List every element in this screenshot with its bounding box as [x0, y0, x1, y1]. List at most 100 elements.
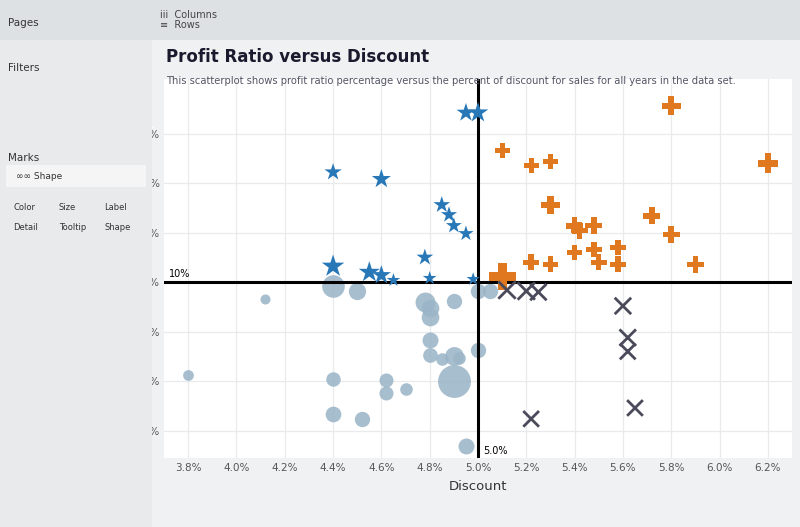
- Text: Label: Label: [104, 203, 127, 212]
- Point: [484, 287, 497, 295]
- Point: [544, 157, 557, 165]
- Point: [182, 371, 194, 379]
- Text: AGG(Profit Ratio): AGG(Profit Ratio): [224, 8, 312, 18]
- Point: [466, 275, 479, 284]
- Point: [423, 351, 436, 359]
- Point: [496, 146, 509, 154]
- Point: [629, 404, 642, 412]
- Point: [568, 221, 581, 230]
- Text: MONTH(Order Date): MONTH(Order Date): [34, 306, 130, 316]
- Point: [689, 260, 702, 269]
- Point: [380, 376, 393, 384]
- Point: [326, 409, 339, 418]
- Point: [459, 442, 472, 450]
- Text: Profit Ratio: Profit Ratio: [141, 240, 151, 298]
- Text: ∞∞ Shape: ∞∞ Shape: [16, 171, 62, 181]
- Text: Filters: Filters: [8, 63, 39, 73]
- FancyBboxPatch shape: [12, 277, 152, 295]
- Text: Marks: Marks: [8, 153, 39, 163]
- FancyBboxPatch shape: [209, 4, 327, 36]
- Text: Tooltip: Tooltip: [59, 223, 86, 232]
- Point: [617, 301, 630, 310]
- Point: [532, 288, 545, 296]
- Point: [525, 258, 538, 267]
- Point: [423, 335, 436, 344]
- Point: [435, 355, 448, 364]
- FancyBboxPatch shape: [12, 226, 152, 244]
- Text: AGG(Quadrant): AGG(Quadrant): [46, 230, 118, 240]
- Point: [326, 375, 339, 384]
- Text: AGG(Quadrant): AGG(Quadrant): [46, 256, 118, 265]
- Point: [356, 415, 369, 423]
- Point: [423, 313, 436, 321]
- Point: [435, 201, 448, 209]
- Text: SUM(Sales): SUM(Sales): [55, 281, 109, 290]
- Text: 10%: 10%: [169, 269, 190, 279]
- Point: [592, 258, 605, 267]
- Point: [375, 271, 388, 279]
- Text: Region: Region: [59, 94, 94, 103]
- Text: ≡  Rows: ≡ Rows: [160, 21, 200, 30]
- Point: [544, 260, 557, 269]
- Point: [447, 377, 460, 385]
- Point: [568, 248, 581, 257]
- FancyBboxPatch shape: [209, 0, 327, 29]
- Text: Pages: Pages: [8, 18, 38, 28]
- Y-axis label: Profit Ratio: Profit Ratio: [117, 232, 130, 305]
- Point: [447, 297, 460, 305]
- Text: Customer Segment: Small Busin...: Customer Segment: Small Busin...: [0, 121, 154, 130]
- Point: [587, 245, 600, 253]
- Point: [525, 161, 538, 170]
- Point: [326, 262, 339, 270]
- Point: [665, 102, 678, 110]
- Text: 5.0%: 5.0%: [483, 445, 507, 455]
- Point: [363, 268, 376, 277]
- Point: [612, 243, 625, 252]
- Point: [351, 287, 364, 295]
- Point: [447, 221, 460, 230]
- Point: [573, 227, 586, 235]
- Point: [472, 287, 485, 295]
- Point: [762, 159, 774, 168]
- Point: [612, 260, 625, 269]
- Text: AVG(Discount): AVG(Discount): [231, 15, 305, 25]
- Point: [472, 109, 485, 117]
- Point: [622, 334, 634, 342]
- Point: [442, 211, 455, 219]
- Text: Profit Ratio versus Discount: Profit Ratio versus Discount: [166, 48, 429, 66]
- Point: [544, 201, 557, 209]
- Point: [375, 175, 388, 183]
- Point: [326, 168, 339, 177]
- Text: This scatterplot shows profit ratio percentage versus the percent of discount fo: This scatterplot shows profit ratio perc…: [166, 76, 735, 86]
- Point: [587, 221, 600, 230]
- Point: [459, 109, 472, 117]
- Point: [447, 352, 460, 360]
- Point: [418, 253, 431, 261]
- Text: Detail: Detail: [14, 223, 38, 232]
- Point: [459, 229, 472, 238]
- Point: [525, 415, 538, 423]
- Point: [496, 272, 509, 280]
- FancyBboxPatch shape: [2, 88, 150, 110]
- Point: [665, 230, 678, 239]
- X-axis label: Discount: Discount: [449, 480, 507, 493]
- Text: Color: Color: [14, 203, 36, 212]
- Point: [646, 211, 658, 220]
- Point: [423, 304, 436, 312]
- Point: [418, 298, 431, 306]
- Point: [399, 385, 412, 393]
- Point: [472, 345, 485, 354]
- Text: Shape: Shape: [104, 223, 130, 232]
- Point: [622, 347, 634, 356]
- FancyBboxPatch shape: [2, 114, 150, 136]
- Point: [501, 286, 514, 294]
- Point: [452, 354, 465, 363]
- Text: Size: Size: [59, 203, 76, 212]
- Point: [520, 287, 533, 295]
- FancyBboxPatch shape: [12, 251, 152, 269]
- Point: [326, 282, 339, 290]
- Point: [387, 276, 400, 285]
- Point: [380, 389, 393, 397]
- FancyBboxPatch shape: [12, 302, 152, 320]
- Point: [423, 274, 436, 282]
